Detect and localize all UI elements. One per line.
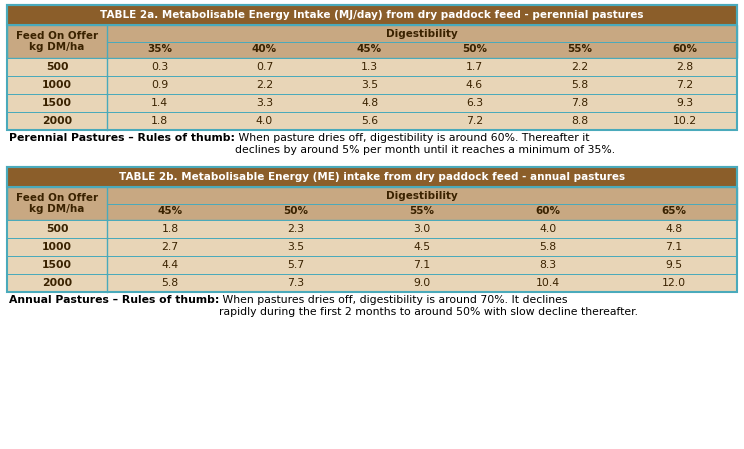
Text: 1500: 1500 <box>42 98 72 108</box>
Text: 8.8: 8.8 <box>571 116 588 126</box>
Text: 7.1: 7.1 <box>414 260 431 270</box>
Text: 500: 500 <box>45 62 68 72</box>
Text: 3.5: 3.5 <box>287 242 304 252</box>
Text: 10.2: 10.2 <box>673 116 696 126</box>
Text: 8.3: 8.3 <box>539 260 557 270</box>
Bar <box>7 187 737 220</box>
Bar <box>7 220 737 238</box>
Text: 2000: 2000 <box>42 278 72 288</box>
Text: 0.3: 0.3 <box>151 62 168 72</box>
Text: 3.5: 3.5 <box>361 80 378 90</box>
Bar <box>7 76 737 94</box>
Text: 40%: 40% <box>252 44 277 54</box>
Text: Annual Pastures – Rules of thumb:: Annual Pastures – Rules of thumb: <box>9 295 219 305</box>
Text: 2.2: 2.2 <box>256 80 273 90</box>
Text: 6.3: 6.3 <box>466 98 483 108</box>
Text: 7.2: 7.2 <box>676 80 693 90</box>
Bar <box>7 167 737 187</box>
Text: 1000: 1000 <box>42 242 72 252</box>
Text: 5.6: 5.6 <box>361 116 378 126</box>
Text: TABLE 2b. Metabolisable Energy (ME) intake from dry paddock feed - annual pastur: TABLE 2b. Metabolisable Energy (ME) inta… <box>119 172 625 182</box>
Text: 7.8: 7.8 <box>571 98 588 108</box>
Text: 65%: 65% <box>661 206 687 216</box>
Text: Feed On Offer
kg DM/ha: Feed On Offer kg DM/ha <box>16 193 98 214</box>
Text: 1.4: 1.4 <box>151 98 168 108</box>
Text: 55%: 55% <box>409 206 434 216</box>
Text: 45%: 45% <box>158 206 182 216</box>
Text: 2000: 2000 <box>42 116 72 126</box>
Bar <box>7 5 737 25</box>
Text: Digestibility: Digestibility <box>386 29 458 39</box>
Text: 35%: 35% <box>147 44 172 54</box>
Text: 60%: 60% <box>536 206 560 216</box>
Text: 3.0: 3.0 <box>414 224 431 234</box>
Bar <box>7 256 737 274</box>
Bar <box>7 112 737 130</box>
Text: 1000: 1000 <box>42 80 72 90</box>
Bar <box>7 25 737 58</box>
Text: 4.8: 4.8 <box>361 98 378 108</box>
Text: Digestibility: Digestibility <box>386 191 458 201</box>
Text: 3.3: 3.3 <box>256 98 273 108</box>
Text: 7.1: 7.1 <box>665 242 682 252</box>
Text: 50%: 50% <box>283 206 309 216</box>
Text: 1.3: 1.3 <box>361 62 378 72</box>
Text: 4.8: 4.8 <box>665 224 682 234</box>
Text: 9.0: 9.0 <box>414 278 431 288</box>
Bar <box>7 5 737 130</box>
Text: 1.8: 1.8 <box>161 224 179 234</box>
Text: 5.8: 5.8 <box>539 242 557 252</box>
Text: TABLE 2a. Metabolisable Energy Intake (MJ/day) from dry paddock feed - perennial: TABLE 2a. Metabolisable Energy Intake (M… <box>100 10 644 20</box>
Text: 7.3: 7.3 <box>287 278 304 288</box>
Text: 10.4: 10.4 <box>536 278 560 288</box>
Bar <box>7 94 737 112</box>
Bar <box>7 274 737 292</box>
Text: 4.0: 4.0 <box>539 224 557 234</box>
Text: 7.2: 7.2 <box>466 116 483 126</box>
Text: 5.8: 5.8 <box>571 80 588 90</box>
Text: 2.2: 2.2 <box>571 62 588 72</box>
Text: 5.8: 5.8 <box>161 278 179 288</box>
Text: 2.7: 2.7 <box>161 242 179 252</box>
Text: 4.0: 4.0 <box>256 116 273 126</box>
Text: 5.7: 5.7 <box>287 260 304 270</box>
Bar <box>7 167 737 292</box>
Text: 0.7: 0.7 <box>256 62 273 72</box>
Text: 1.7: 1.7 <box>466 62 483 72</box>
Text: 45%: 45% <box>357 44 382 54</box>
Text: 9.5: 9.5 <box>665 260 682 270</box>
Text: 1500: 1500 <box>42 260 72 270</box>
Text: 55%: 55% <box>567 44 592 54</box>
Text: Feed On Offer
kg DM/ha: Feed On Offer kg DM/ha <box>16 31 98 52</box>
Bar <box>7 58 737 76</box>
Text: When pasture dries off, digestibility is around 60%. Thereafter it
declines by a: When pasture dries off, digestibility is… <box>235 133 615 154</box>
Text: Perennial Pastures – Rules of thumb:: Perennial Pastures – Rules of thumb: <box>9 133 235 143</box>
Text: 9.3: 9.3 <box>676 98 693 108</box>
Text: 4.6: 4.6 <box>466 80 483 90</box>
Text: 12.0: 12.0 <box>662 278 686 288</box>
Text: 1.8: 1.8 <box>151 116 168 126</box>
Text: When pastures dries off, digestibility is around 70%. It declines
rapidly during: When pastures dries off, digestibility i… <box>219 295 638 317</box>
Bar <box>7 238 737 256</box>
Text: 60%: 60% <box>672 44 697 54</box>
Text: 4.5: 4.5 <box>414 242 431 252</box>
Text: 4.4: 4.4 <box>161 260 179 270</box>
Text: 2.8: 2.8 <box>676 62 693 72</box>
Text: 2.3: 2.3 <box>287 224 304 234</box>
Text: 500: 500 <box>45 224 68 234</box>
Text: 50%: 50% <box>462 44 487 54</box>
Text: 0.9: 0.9 <box>151 80 168 90</box>
